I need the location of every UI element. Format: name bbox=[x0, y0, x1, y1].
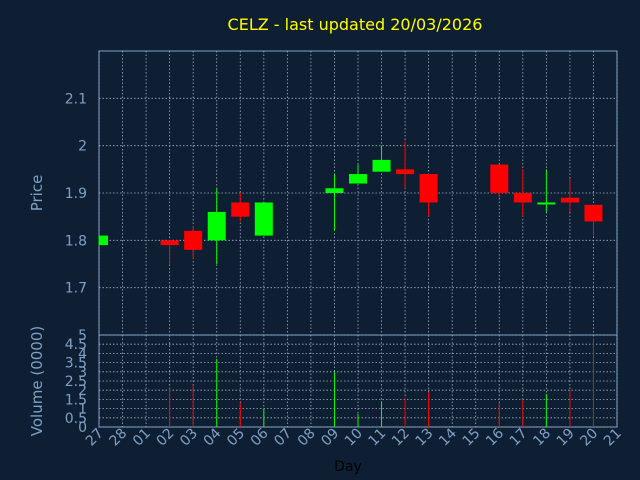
day-tick-label: 20 bbox=[577, 426, 601, 450]
candle-body bbox=[537, 202, 556, 205]
candle-19 bbox=[560, 178, 579, 212]
candle-09 bbox=[325, 174, 344, 231]
candle-11 bbox=[372, 145, 391, 172]
candle-body bbox=[372, 159, 391, 172]
price-tick-label: 2.1 bbox=[65, 91, 87, 107]
candle-10 bbox=[349, 164, 367, 184]
price-tick-label: 1.7 bbox=[65, 281, 87, 297]
candle-body bbox=[184, 230, 203, 250]
candle-05 bbox=[231, 193, 250, 222]
candle-18 bbox=[537, 169, 556, 212]
candle-02 bbox=[160, 240, 179, 264]
candle-body bbox=[160, 240, 179, 246]
day-tick-label: 04 bbox=[201, 425, 225, 449]
candle-17 bbox=[513, 169, 532, 217]
candle-body bbox=[490, 164, 509, 193]
day-tick-label: 13 bbox=[413, 426, 437, 450]
candle-04 bbox=[207, 188, 226, 264]
volume-tick-label: 5 bbox=[78, 328, 87, 344]
day-tick-label: 18 bbox=[530, 426, 554, 450]
candle-body bbox=[584, 204, 603, 222]
day-tick-label: 08 bbox=[295, 426, 319, 450]
volume-grid bbox=[98, 334, 618, 428]
volume-panel: 00.511.522.533.544.55 27 28 01 02 03 04 05 06 07… bbox=[28, 326, 625, 475]
volume-axis-label: Volume (0000) bbox=[28, 326, 46, 436]
candle-body bbox=[396, 169, 415, 175]
candle-27 bbox=[98, 235, 108, 246]
candle-16 bbox=[490, 164, 509, 198]
day-tick-label: 12 bbox=[389, 426, 413, 450]
volume-tick-label: 2 bbox=[78, 383, 87, 399]
volume-bars bbox=[169, 338, 594, 427]
volume-tick-label: 1.5 bbox=[65, 392, 87, 408]
day-tick-label: 17 bbox=[507, 426, 531, 450]
day-tick-label: 14 bbox=[436, 425, 460, 449]
day-tick-label: 15 bbox=[460, 426, 484, 450]
volume-y-ticks: 00.511.522.533.544.55 bbox=[65, 328, 87, 436]
volume-tick-label: 4.5 bbox=[65, 337, 87, 353]
day-tick-label: 05 bbox=[224, 426, 248, 450]
day-tick-label: 03 bbox=[177, 426, 201, 450]
price-tick-label: 2 bbox=[78, 139, 87, 155]
price-tick-label: 1.9 bbox=[65, 186, 87, 202]
day-tick-label: 10 bbox=[342, 426, 366, 450]
candle-body bbox=[349, 174, 367, 184]
price-panel: 1.7 1.8 1.9 2 2.1 Price bbox=[28, 50, 618, 336]
price-y-ticks: 1.7 1.8 1.9 2 2.1 bbox=[65, 91, 87, 296]
day-tick-label: 06 bbox=[248, 425, 272, 449]
volume-tick-label: 3.5 bbox=[65, 356, 87, 372]
candle-13 bbox=[419, 174, 438, 217]
price-grid bbox=[98, 51, 618, 335]
day-x-ticks: 27 28 01 02 03 04 05 06 07 08 09 10 11 12 13 14 15 16 17 18… bbox=[83, 425, 625, 449]
day-tick-label: 21 bbox=[601, 426, 625, 450]
volume-tick-label: 4 bbox=[78, 346, 87, 362]
candle-body bbox=[419, 174, 438, 203]
chart-title: CELZ - last updated 20/03/2026 bbox=[228, 15, 483, 34]
candle-20 bbox=[584, 204, 603, 236]
volume-tick-label: 0 bbox=[78, 420, 87, 436]
day-tick-label: 01 bbox=[130, 426, 154, 450]
day-tick-label: 02 bbox=[154, 426, 178, 450]
price-axis-label: Price bbox=[28, 175, 46, 212]
candle-body bbox=[99, 235, 108, 246]
price-tick-label: 1.8 bbox=[65, 233, 87, 249]
day-tick-label: 09 bbox=[318, 426, 342, 450]
candle-03 bbox=[184, 226, 203, 260]
volume-tick-label: 3 bbox=[78, 365, 87, 381]
volume-tick-label: 0.5 bbox=[65, 411, 87, 427]
candle-body bbox=[231, 202, 250, 217]
volume-tick-label: 2.5 bbox=[65, 374, 87, 390]
candle-body bbox=[254, 202, 273, 236]
candle-body bbox=[560, 197, 579, 203]
candle-12 bbox=[396, 140, 415, 189]
day-tick-label: 28 bbox=[106, 426, 130, 450]
volume-tick-label: 1 bbox=[78, 402, 87, 418]
day-tick-label: 19 bbox=[554, 426, 578, 450]
candle-body bbox=[513, 193, 532, 203]
day-tick-label: 16 bbox=[483, 425, 507, 449]
day-tick-label: 11 bbox=[365, 426, 389, 450]
candle-06 bbox=[254, 202, 273, 236]
day-tick-label: 07 bbox=[271, 426, 295, 450]
candle-body bbox=[325, 188, 344, 193]
x-axis-label: Day bbox=[334, 459, 362, 475]
candles bbox=[98, 140, 603, 264]
candle-body bbox=[207, 211, 226, 241]
